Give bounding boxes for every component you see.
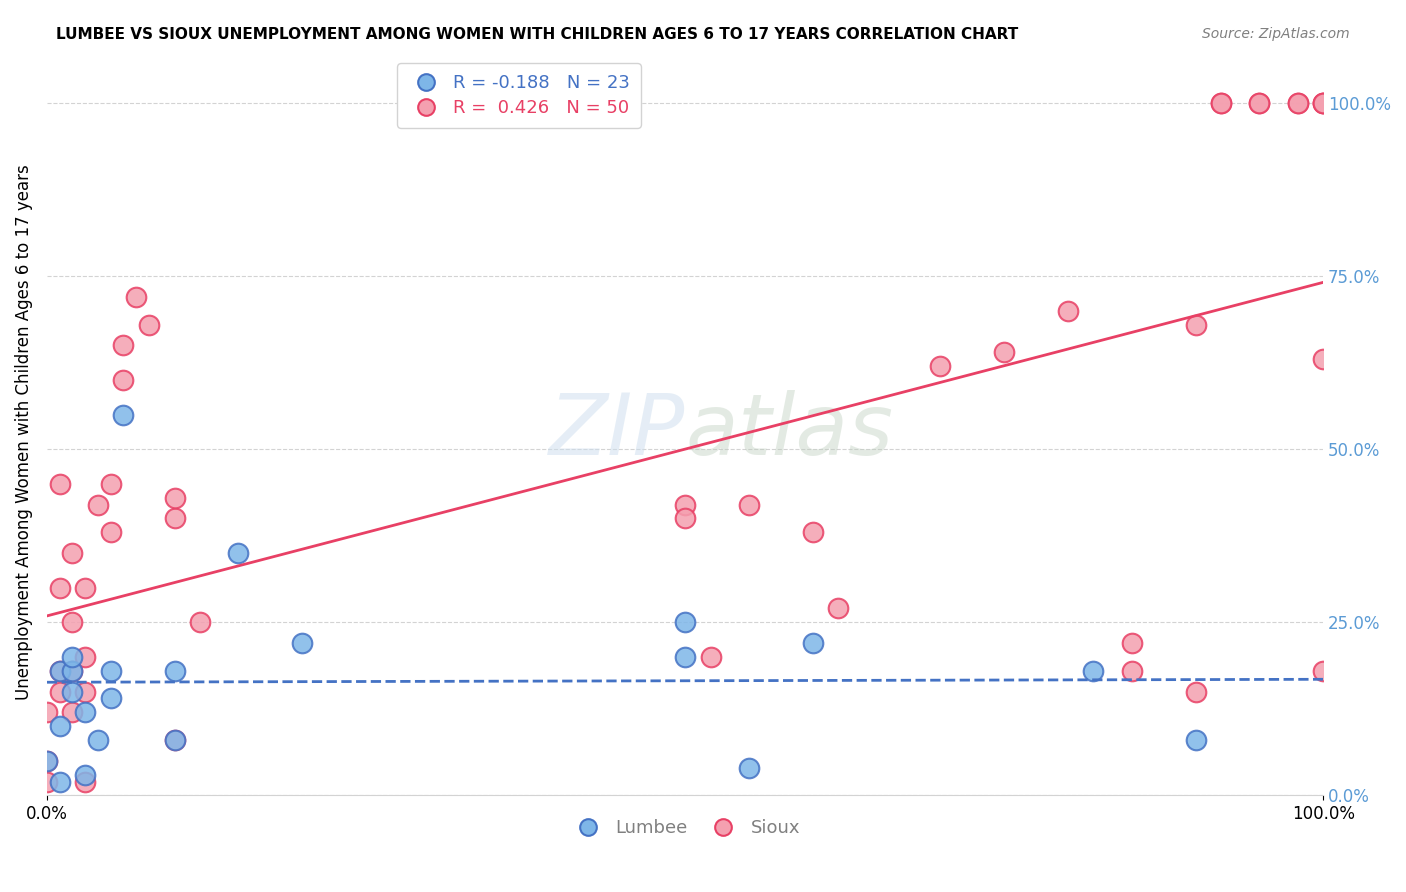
Point (62, 546, 84, 560)
Point (673, 615, 696, 630)
Y-axis label: Unemployment Among Women with Children Ages 6 to 17 years: Unemployment Among Women with Children A… (15, 164, 32, 700)
Point (35, 774, 58, 789)
Point (163, 733, 186, 747)
Legend: Lumbee, Sioux: Lumbee, Sioux (562, 812, 807, 845)
Point (35, 706, 58, 720)
Point (1121, 636, 1143, 650)
Point (1209, 96, 1232, 111)
Point (929, 359, 952, 374)
Point (100, 525, 122, 540)
Point (112, 408, 135, 422)
Point (228, 546, 250, 560)
Point (163, 491, 186, 505)
Point (75, 706, 97, 720)
Point (1312, 664, 1334, 678)
Point (62, 684, 84, 698)
Point (1312, 96, 1334, 111)
Point (1057, 303, 1080, 318)
Point (1249, 96, 1271, 111)
Point (1184, 733, 1206, 747)
Point (188, 615, 211, 630)
Point (75, 774, 97, 789)
Point (48, 664, 70, 678)
Text: LUMBEE VS SIOUX UNEMPLOYMENT AMONG WOMEN WITH CHILDREN AGES 6 TO 17 YEARS CORREL: LUMBEE VS SIOUX UNEMPLOYMENT AMONG WOMEN… (56, 27, 1018, 42)
Point (138, 318, 160, 332)
Point (48, 719, 70, 733)
Text: ZIP: ZIP (548, 391, 685, 474)
Point (48, 581, 70, 595)
Point (112, 373, 135, 387)
Point (112, 338, 135, 352)
Point (1312, 96, 1334, 111)
Point (48, 774, 70, 789)
Point (738, 761, 761, 775)
Point (1286, 96, 1309, 111)
Point (699, 649, 721, 664)
Point (827, 601, 849, 615)
Point (87, 498, 110, 512)
Point (75, 649, 97, 664)
Point (62, 664, 84, 678)
Point (75, 684, 97, 698)
Point (48, 684, 70, 698)
Point (673, 649, 696, 664)
Point (1209, 96, 1232, 111)
Point (1083, 664, 1105, 678)
Point (163, 733, 186, 747)
Point (1184, 684, 1206, 698)
Point (738, 498, 761, 512)
Point (673, 511, 696, 525)
Point (62, 706, 84, 720)
Point (163, 664, 186, 678)
Point (100, 476, 122, 491)
Text: atlas: atlas (685, 391, 893, 474)
Text: Source: ZipAtlas.com: Source: ZipAtlas.com (1202, 27, 1350, 41)
Point (75, 581, 97, 595)
Point (163, 511, 186, 525)
Point (35, 754, 58, 768)
Point (87, 733, 110, 747)
Point (48, 476, 70, 491)
Point (673, 498, 696, 512)
Point (801, 636, 824, 650)
Point (62, 664, 84, 678)
Point (291, 636, 314, 650)
Point (993, 345, 1015, 359)
Point (1249, 96, 1271, 111)
Point (100, 664, 122, 678)
Point (1286, 96, 1309, 111)
Point (62, 649, 84, 664)
Point (1312, 96, 1334, 111)
Point (62, 615, 84, 630)
Point (125, 290, 148, 304)
Point (1121, 664, 1143, 678)
Point (75, 767, 97, 781)
Point (801, 525, 824, 540)
Point (35, 754, 58, 768)
Point (1184, 318, 1206, 332)
Point (100, 691, 122, 706)
Point (48, 664, 70, 678)
Point (1312, 352, 1334, 367)
